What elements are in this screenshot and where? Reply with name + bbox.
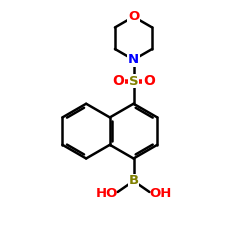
Text: S: S <box>129 75 138 88</box>
Text: O: O <box>143 74 155 88</box>
Text: OH: OH <box>150 187 172 200</box>
Text: O: O <box>112 74 124 88</box>
Text: B: B <box>128 174 138 188</box>
Text: HO: HO <box>95 187 118 200</box>
Text: O: O <box>128 10 139 23</box>
Text: N: N <box>128 53 139 66</box>
